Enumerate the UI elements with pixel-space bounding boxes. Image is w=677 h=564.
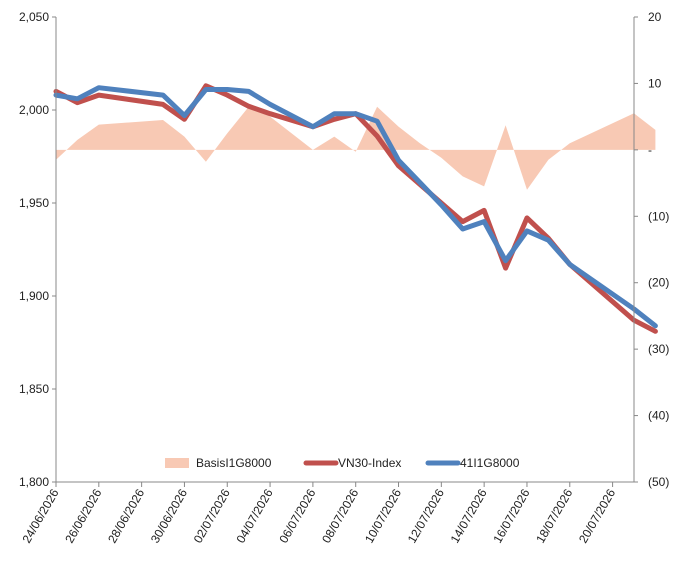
- left-tick-label: 1,950: [19, 196, 49, 210]
- right-tick-label: -: [648, 143, 652, 157]
- series-line-vn30-index: [53, 83, 658, 334]
- x-tick-label: 28/06/2026: [105, 486, 147, 545]
- legend: BasisI1G8000 VN30-Index 41I1G8000: [165, 456, 520, 470]
- line-layer: [53, 83, 658, 334]
- legend-label-vn30-index: VN30-Index: [338, 456, 401, 470]
- area-layer: [56, 106, 656, 190]
- right-tick-label: 10: [648, 76, 662, 90]
- x-tick-label: 20/07/2026: [576, 486, 618, 545]
- left-tick-label: 2,050: [19, 10, 49, 24]
- right-tick-label: (10): [648, 209, 669, 223]
- series-area-basisi1g8000: [56, 106, 656, 190]
- left-tick-label: 1,850: [19, 382, 49, 396]
- x-tick-label: 06/07/2026: [276, 486, 318, 545]
- right-tick-label: 20: [648, 10, 662, 24]
- left-tick-label: 1,900: [19, 289, 49, 303]
- right-tick-label: (20): [648, 276, 669, 290]
- x-tick-label: 04/07/2026: [234, 486, 276, 545]
- right-tick-label: (40): [648, 409, 669, 423]
- x-tick-label: 08/07/2026: [319, 486, 361, 545]
- x-tick-label: 26/06/2026: [62, 486, 104, 545]
- x-tick-label: 10/07/2026: [362, 486, 404, 545]
- right-tick-label: (30): [648, 342, 669, 356]
- x-tick-label: 16/07/2026: [490, 486, 532, 545]
- legend-swatch-basisi1g8000: [165, 458, 189, 468]
- x-tick-label: 12/07/2026: [405, 486, 447, 545]
- x-tick-label: 30/06/2026: [148, 486, 190, 545]
- left-tick-label: 2,000: [19, 103, 49, 117]
- legend-label-basisi1g8000: BasisI1G8000: [196, 456, 272, 470]
- x-tick-label: 18/07/2026: [533, 486, 575, 545]
- legend-label-41i1g8000: 41I1G8000: [460, 456, 520, 470]
- series-line-41i1g8000: [53, 85, 658, 329]
- left-tick-label: 1,800: [19, 475, 49, 489]
- x-tick-label: 02/07/2026: [191, 486, 233, 545]
- x-tick-label: 24/06/2026: [19, 486, 61, 545]
- right-tick-label: (50): [648, 475, 669, 489]
- x-tick-label: 14/07/2026: [448, 486, 490, 545]
